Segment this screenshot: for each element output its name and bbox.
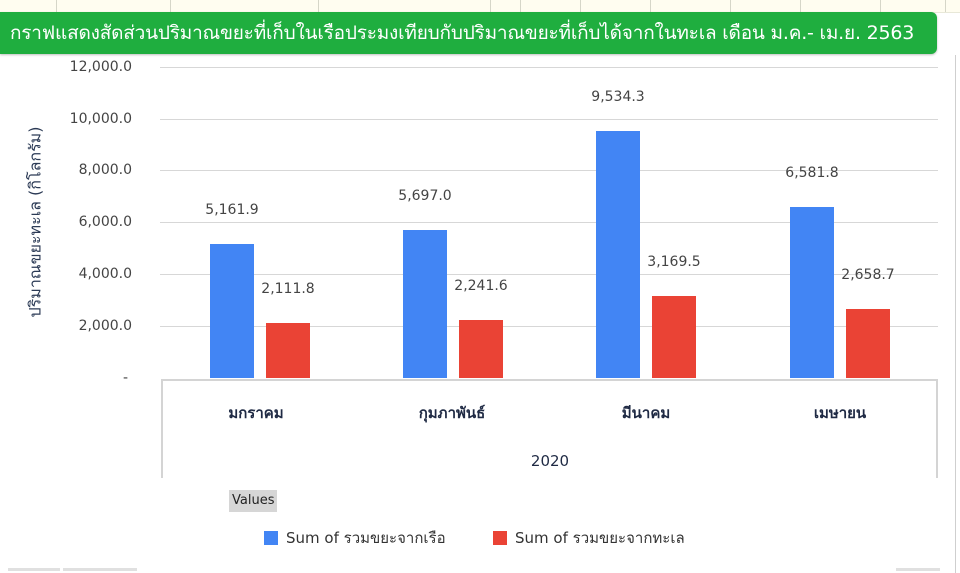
bar-boat[interactable] bbox=[790, 207, 834, 378]
data-label: 5,161.9 bbox=[205, 202, 259, 219]
y-tick-label: 8,000.0 bbox=[78, 162, 132, 178]
bar-sea[interactable] bbox=[652, 295, 696, 378]
y-axis-title[interactable]: ปริมาณขยะทะเล (กิโลกรัม) bbox=[25, 126, 45, 318]
legend-swatch-icon bbox=[493, 531, 507, 545]
chart-title-banner[interactable]: กราฟแสดงสัดส่วนปริมาณขยะที่เก็บในเรือประ… bbox=[0, 12, 937, 54]
data-label: 2,111.8 bbox=[261, 281, 315, 298]
x-category-label[interactable]: กุมภาพันธ์ bbox=[418, 404, 486, 422]
chart-title: กราฟแสดงสัดส่วนปริมาณขยะที่เก็บในเรือประ… bbox=[10, 22, 915, 44]
y-tick-label: 10,000.0 bbox=[69, 111, 132, 127]
sheet-tab-strip bbox=[63, 568, 137, 571]
x-category-label[interactable]: มีนาคม bbox=[621, 404, 671, 422]
legend-label: Sum of รวมขยะจากทะเล bbox=[515, 529, 685, 547]
bar-boat[interactable] bbox=[596, 130, 640, 378]
y-tick-label: 6,000.0 bbox=[78, 214, 132, 230]
gridline bbox=[160, 274, 938, 275]
x-axis-pivot-box bbox=[161, 379, 938, 478]
gridline bbox=[160, 119, 938, 120]
gridline bbox=[160, 326, 938, 327]
legend-swatch-icon bbox=[264, 531, 278, 545]
legend-item-sea[interactable]: Sum of รวมขยะจากทะเล bbox=[493, 526, 685, 550]
legend-item-boat[interactable]: Sum of รวมขยะจากเรือ bbox=[264, 526, 446, 550]
bar-boat[interactable] bbox=[403, 230, 447, 378]
gridline bbox=[160, 222, 938, 223]
sheet-tab-strip bbox=[8, 568, 60, 571]
x-group-label[interactable]: 2020 bbox=[530, 452, 570, 470]
y-tick-label: 12,000.0 bbox=[69, 59, 132, 75]
x-category-label[interactable]: มกราคม bbox=[228, 404, 284, 422]
data-label: 2,241.6 bbox=[454, 277, 508, 294]
bar-sea[interactable] bbox=[266, 323, 310, 378]
gridline bbox=[160, 170, 938, 171]
sheet-column-border bbox=[955, 55, 956, 573]
bar-boat[interactable] bbox=[210, 244, 254, 378]
data-label: 9,534.3 bbox=[591, 88, 645, 105]
data-label: 5,697.0 bbox=[398, 188, 452, 205]
data-label: 2,658.7 bbox=[841, 267, 895, 284]
data-label: 6,581.8 bbox=[785, 165, 839, 182]
bar-sea[interactable] bbox=[459, 319, 503, 378]
x-category-label[interactable]: เมษายน bbox=[813, 404, 867, 422]
sheet-tab-strip bbox=[896, 568, 940, 571]
pivot-values-field-button[interactable]: Values bbox=[229, 490, 278, 512]
gridline bbox=[160, 67, 938, 68]
y-tick-label: 2,000.0 bbox=[78, 318, 132, 334]
legend-label: Sum of รวมขยะจากเรือ bbox=[286, 529, 446, 547]
y-tick-label: 4,000.0 bbox=[78, 266, 132, 282]
data-label: 3,169.5 bbox=[647, 253, 701, 270]
bar-sea[interactable] bbox=[846, 309, 890, 378]
y-tick-label-zero: - bbox=[122, 370, 128, 386]
